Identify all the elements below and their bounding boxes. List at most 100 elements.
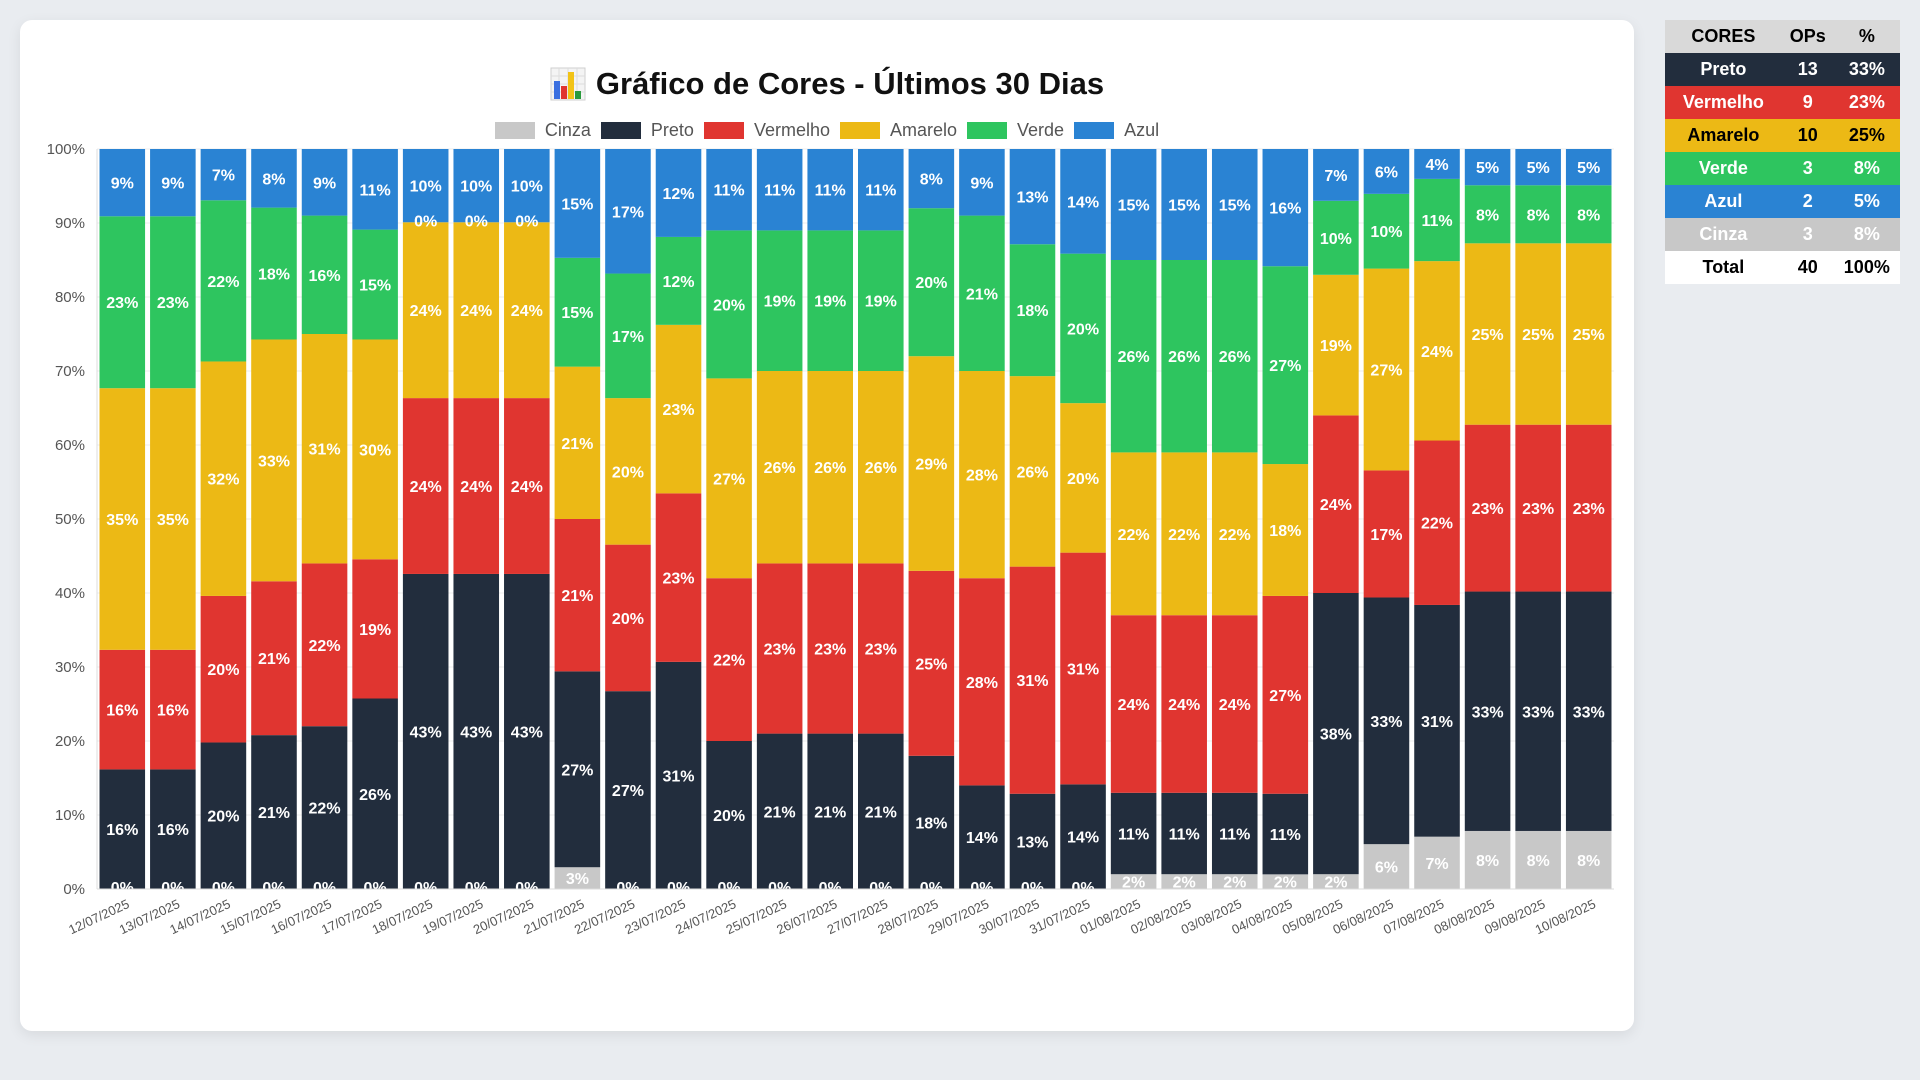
data-label: 24% [511,479,543,496]
data-label: 15% [1118,198,1150,215]
bar-segment-amarelo [807,371,853,564]
legend-item-preto[interactable]: Preto [600,120,694,141]
data-label: 24% [460,303,492,320]
bar-segment-amarelo [1464,243,1511,425]
bar-segment-verde [1464,185,1511,244]
data-label: 26% [865,460,897,477]
data-label: 26% [359,787,391,804]
data-label: 7% [1425,856,1448,873]
data-label: 9% [111,176,134,193]
data-label: 27% [713,471,745,488]
bar-segment-amarelo [150,388,196,650]
bar-segment-verde [1262,266,1309,465]
bar-segment-preto [908,755,955,889]
bar-segment-verde [1363,193,1410,269]
data-label: 5% [1527,160,1550,177]
summary-cell-pct: 25% [1848,125,1885,145]
summary-cell-pct: 23% [1848,92,1885,112]
chart-legend: Cinza Preto Vermelho Amarelo Verde Azul [20,120,1634,141]
data-label: 17% [1370,527,1402,544]
data-label: 11% [865,183,896,200]
data-label: 16% [157,822,189,839]
bar-segment-azul [908,149,955,209]
bar-segment-verde [908,208,955,357]
bar-segment-verde [1060,253,1106,404]
data-label: 21% [966,286,998,303]
bar-segment-azul [756,149,803,231]
bar-segment-vermelho [352,559,398,699]
data-label: 10% [511,179,543,196]
legend-label: Verde [1017,120,1065,140]
bar-segment-preto [554,671,601,868]
data-label: 21% [814,804,846,821]
bar-segment-preto [1060,784,1106,889]
data-label: 14% [1067,830,1099,847]
data-label: 33% [258,453,290,470]
data-label: 23% [814,642,846,659]
legend-item-cinza[interactable]: Cinza [494,120,591,141]
bar-segment-verde [200,200,247,362]
data-label: 19% [1320,338,1352,355]
bar-segment-vermelho [1211,615,1258,793]
data-label: 11% [714,183,745,200]
data-label: 22% [207,274,239,291]
bar-segment-azul [655,149,702,237]
bar-segment-verde [858,230,904,371]
data-label: 17% [612,204,644,221]
data-label: 8% [1577,853,1600,870]
data-label: 19% [359,622,391,639]
data-label: 4% [1425,157,1448,174]
data-label: 30% [359,442,391,459]
summary-row-amarelo: Amarelo 10 25% [1665,119,1900,152]
data-label: 23% [663,402,695,419]
data-label: 22% [309,801,341,818]
bar-segment-azul [605,149,651,274]
bar-segment-azul [352,149,398,230]
bar-segment-verde [1009,244,1056,377]
data-label: 25% [915,656,947,673]
y-tick-label: 50% [55,511,85,528]
legend-swatch [967,122,1008,139]
data-label: 10% [1370,224,1402,241]
bar-segment-azul [1565,149,1612,186]
data-label: 0% [465,213,488,230]
data-label: 5% [1577,160,1600,177]
summary-cell-pct: 33% [1848,59,1885,79]
summary-cell-ops: 3 [1802,158,1813,178]
summary-cell-name: Amarelo [1687,125,1760,145]
bar-segment-amarelo [1363,268,1410,471]
data-label: 33% [1472,704,1504,721]
data-label: 26% [1168,349,1200,366]
bar-segment-vermelho [402,398,449,574]
legend-item-amarelo[interactable]: Amarelo [840,120,957,141]
legend-label: Vermelho [753,120,830,140]
bar-segment-azul [504,149,550,223]
bar-segment-preto [301,726,348,889]
data-label: 16% [309,268,341,285]
data-label: 21% [764,804,796,821]
bar-segment-verde [1211,260,1258,453]
bar-segment-amarelo [1515,243,1561,425]
y-tick-label: 90% [55,215,85,232]
bar-segment-preto [99,769,146,889]
data-label: 23% [106,295,138,312]
data-label: 14% [1067,194,1099,211]
data-label: 6% [1375,164,1398,181]
bar-segment-preto [402,573,449,889]
data-label: 27% [1370,363,1402,380]
data-label: 22% [1118,527,1150,544]
legend-item-vermelho[interactable]: Vermelho [703,120,830,141]
summary-total-pct: 100% [1833,251,1900,284]
legend-item-verde[interactable]: Verde [967,120,1064,141]
bar-segment-preto [1211,792,1258,875]
data-label: 8% [1476,207,1499,224]
data-label: 27% [612,783,644,800]
summary-row-verde: Verde 3 8% [1665,152,1900,185]
data-label: 33% [1573,704,1605,721]
data-label: 9% [970,175,993,192]
bar-segment-cinza [1110,874,1157,889]
bar-segment-vermelho [99,649,146,770]
bar-segment-vermelho [1464,424,1511,592]
legend-item-azul[interactable]: Azul [1074,120,1159,141]
summary-cell-pct: 8% [1853,158,1880,178]
